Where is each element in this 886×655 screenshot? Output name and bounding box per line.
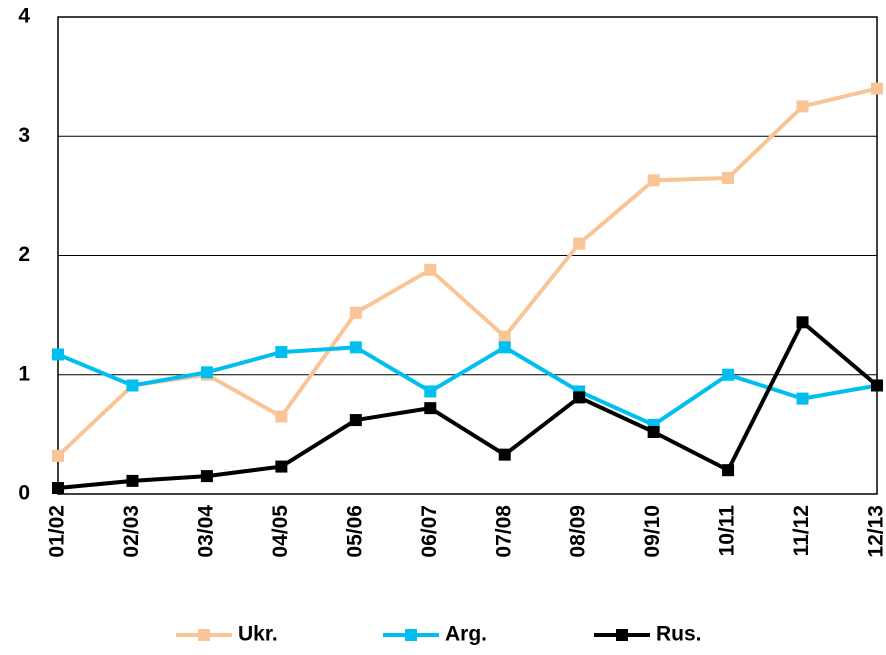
marker bbox=[349, 414, 362, 427]
marker bbox=[200, 366, 213, 379]
marker bbox=[424, 263, 437, 276]
x-tick-label: 11/12 bbox=[790, 505, 813, 556]
legend-item: Ukr. bbox=[176, 623, 278, 646]
legend-marker bbox=[198, 629, 210, 641]
marker bbox=[722, 368, 735, 381]
marker bbox=[647, 174, 660, 187]
legend-label: Arg. bbox=[445, 623, 487, 646]
marker bbox=[498, 341, 511, 354]
legend-item: Rus. bbox=[594, 623, 702, 646]
marker bbox=[349, 341, 362, 354]
legend-marker bbox=[405, 629, 417, 641]
marker bbox=[275, 410, 288, 423]
marker bbox=[796, 316, 809, 329]
y-tick-label: 4 bbox=[18, 5, 30, 28]
marker bbox=[722, 464, 735, 477]
series-line bbox=[57, 320, 879, 491]
x-tick-label: 07/08 bbox=[492, 505, 515, 558]
marker bbox=[647, 425, 660, 438]
y-tick-label: 3 bbox=[18, 124, 30, 147]
y-tick-label: 1 bbox=[18, 362, 30, 385]
marker bbox=[424, 402, 437, 415]
marker bbox=[573, 237, 586, 250]
marker bbox=[126, 474, 139, 487]
x-tick-label: 02/03 bbox=[120, 505, 143, 558]
x-tick-label: 09/10 bbox=[641, 505, 664, 558]
marker bbox=[52, 348, 64, 361]
marker bbox=[871, 82, 883, 95]
marker bbox=[796, 100, 809, 113]
x-tick-label: 08/09 bbox=[567, 505, 590, 558]
marker bbox=[573, 391, 586, 404]
x-tick-label: 04/05 bbox=[269, 505, 292, 558]
x-tick-label: 06/07 bbox=[418, 505, 441, 558]
marker bbox=[498, 330, 511, 343]
legend-item: Arg. bbox=[383, 623, 487, 646]
marker bbox=[349, 306, 362, 319]
legend-marker bbox=[616, 629, 628, 641]
marker bbox=[52, 482, 64, 495]
x-tick-label: 03/04 bbox=[194, 505, 217, 558]
marker bbox=[796, 392, 809, 405]
marker bbox=[200, 470, 213, 483]
legend-label: Ukr. bbox=[238, 623, 278, 646]
marker bbox=[275, 346, 288, 359]
y-tick-label: 2 bbox=[18, 243, 30, 266]
x-tick-label: 10/11 bbox=[716, 505, 739, 557]
series-line bbox=[56, 86, 878, 458]
x-tick-label: 12/13 bbox=[865, 505, 886, 558]
legend-label: Rus. bbox=[656, 623, 702, 646]
series-line bbox=[57, 345, 878, 427]
marker bbox=[52, 449, 64, 462]
marker bbox=[275, 460, 288, 473]
marker bbox=[871, 379, 883, 392]
x-tick-label: 01/02 bbox=[46, 505, 69, 558]
y-tick-label: 0 bbox=[18, 482, 30, 505]
marker bbox=[498, 448, 511, 461]
marker bbox=[722, 171, 735, 184]
marker bbox=[126, 379, 139, 392]
x-tick-label: 05/06 bbox=[343, 505, 366, 558]
marker bbox=[424, 385, 437, 398]
